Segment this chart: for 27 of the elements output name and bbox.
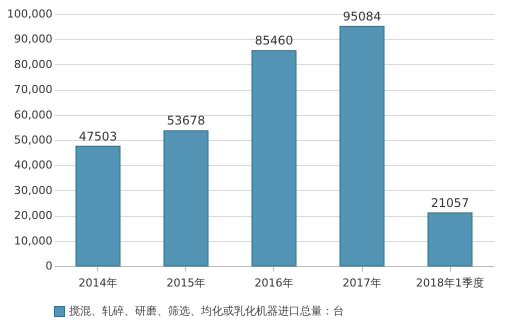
y-tick-label: 0: [46, 260, 52, 272]
x-tick-label: 2018年1季度: [416, 276, 484, 290]
x-tick-label: 2014年: [78, 276, 118, 290]
bar: [428, 212, 472, 266]
data-label: 85460: [254, 34, 294, 48]
legend-label: 搅混、轧碎、研磨、筛选、均化或乳化机器进口总量：台: [69, 304, 344, 318]
y-tick-label: 20,000: [14, 209, 52, 222]
x-tick-label: 2015年: [166, 276, 206, 290]
y-tick-label: 90,000: [14, 32, 52, 46]
y-tick-label: 40,000: [14, 158, 52, 172]
data-label: 95084: [342, 9, 382, 24]
bar: [340, 26, 384, 266]
y-tick-label: 60,000: [14, 108, 52, 122]
data-label: 53678: [166, 114, 206, 128]
bar: [76, 146, 120, 266]
y-tick-label: 10,000: [14, 234, 52, 248]
y-tick-label: 100,000: [7, 8, 52, 20]
bar: [164, 130, 208, 266]
y-tick-label: 50,000: [14, 134, 52, 146]
x-tick-label: 2017年: [342, 276, 382, 290]
data-label: 21057: [430, 196, 470, 210]
y-tick-label: 80,000: [14, 58, 52, 71]
bar: [252, 50, 296, 266]
y-tick-label: 70,000: [14, 83, 52, 96]
data-label: 47503: [78, 129, 118, 144]
y-tick-label: 30,000: [14, 184, 52, 197]
x-tick-label: 2016年: [254, 276, 294, 290]
